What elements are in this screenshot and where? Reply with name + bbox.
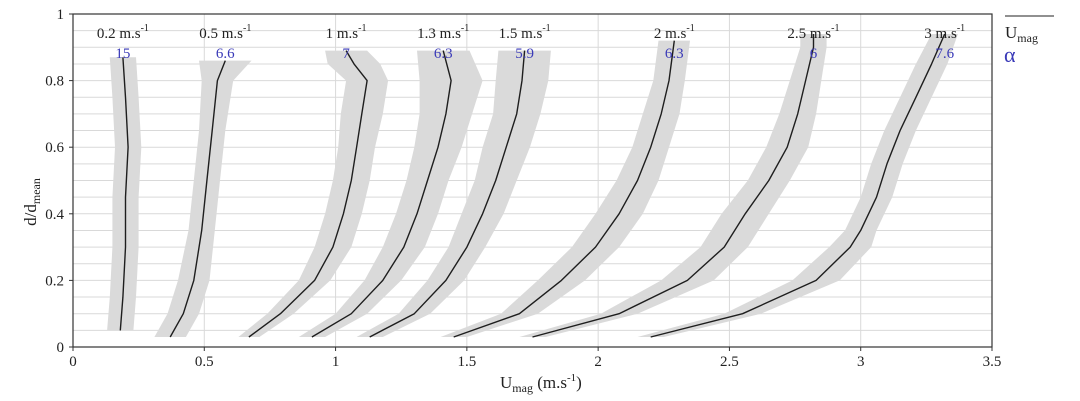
x-tick-label: 1.5 (457, 354, 476, 370)
alpha-value-1: 6.6 (216, 46, 235, 62)
mean-line-7 (650, 33, 946, 338)
envelope-5 (440, 40, 690, 337)
series-label-4: 1.5 m.s-1 (499, 23, 551, 42)
alpha-value-7: 7.6 (935, 46, 954, 62)
alpha-value-2: 7 (342, 46, 350, 62)
envelope-0 (107, 57, 142, 331)
y-axis-label: d/dmean (21, 178, 43, 226)
series-label-5: 2 m.s-1 (654, 23, 695, 42)
mean-line-5 (453, 40, 675, 338)
plot-frame (72, 13, 993, 348)
series-label-1: 0.5 m.s-1 (199, 23, 251, 42)
legend-alpha-label: α (1004, 42, 1016, 67)
y-tick-labels: 0 0.2 0.4 0.6 0.8 1 (45, 7, 73, 356)
y-tick-label: 0.8 (45, 74, 64, 90)
envelope-4 (356, 50, 551, 337)
x-tick-label: 2.5 (720, 354, 739, 370)
envelope-1 (154, 60, 252, 337)
alpha-value-6: 6 (810, 46, 818, 62)
y-tick-label: 0 (57, 340, 65, 356)
x-tick-label: 1 (332, 354, 340, 370)
series-labels: 0.2 m.s-1 15 0.5 m.s-1 6.6 1 m.s-1 7 1.3 m.s-1… (97, 23, 965, 62)
x-tick-label: 3 (857, 354, 865, 370)
mean-line-layer (119, 33, 946, 338)
y-tick-label: 0.4 (45, 207, 64, 223)
x-tick-label: 0.5 (195, 354, 214, 370)
series-label-6: 2.5 m.s-1 (787, 23, 839, 42)
x-tick-labels: 0 0.5 1 1.5 2 2.5 3 3.5 (69, 347, 1001, 370)
envelope-3 (298, 50, 483, 337)
x-tick-label: 2 (594, 354, 602, 370)
alpha-value-5: 6.3 (665, 46, 684, 62)
alpha-value-0: 15 (115, 46, 130, 62)
envelope-7 (637, 34, 958, 337)
mean-line-3 (311, 50, 452, 338)
y-tick-label: 0.6 (45, 140, 64, 156)
x-tick-label: 3.5 (983, 354, 1002, 370)
mean-line-6 (532, 34, 815, 338)
x-axis-label: Umag (m.s-1) (500, 372, 582, 395)
mean-line-0 (119, 57, 129, 331)
mean-line-1 (169, 60, 226, 338)
series-label-7: 3 m.s-1 (924, 23, 965, 42)
series-label-3: 1.3 m.s-1 (417, 23, 469, 42)
legend: Umag α (1004, 15, 1054, 67)
alpha-value-4: 5.9 (515, 46, 534, 62)
legend-mean-label: Umag (1005, 23, 1038, 45)
series-label-2: 1 m.s-1 (326, 23, 367, 42)
mean-line-2 (248, 50, 368, 338)
x-tick-label: 0 (69, 354, 77, 370)
y-tick-label: 1 (57, 7, 65, 23)
y-tick-label: 0.2 (45, 273, 64, 289)
alpha-value-3: 6.3 (434, 46, 453, 62)
envelope-2 (238, 50, 389, 337)
mean-line-4 (369, 50, 526, 338)
series-label-0: 0.2 m.s-1 (97, 23, 149, 42)
